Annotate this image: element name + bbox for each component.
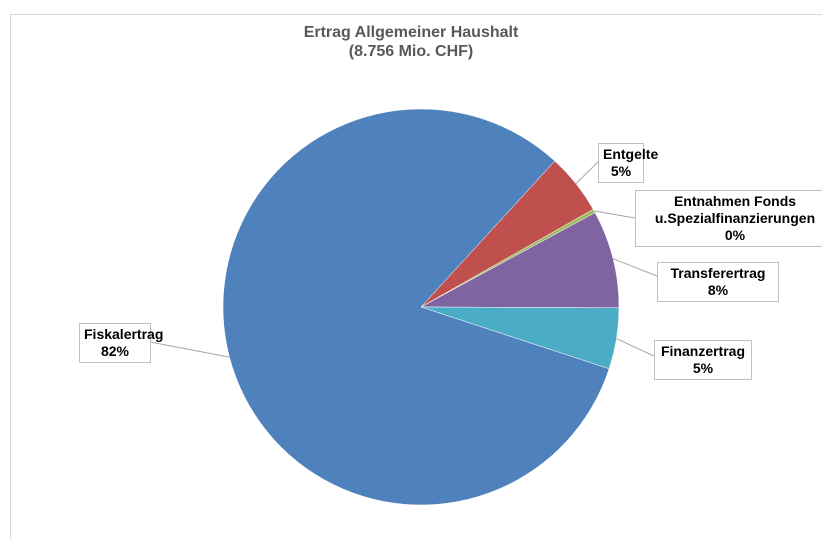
label-name: Entgelte: [603, 146, 659, 162]
data-label: Entnahmen Fonds u.Spezialfinanzierungen 0…: [635, 190, 822, 247]
data-label: Finanzertrag 5%: [654, 340, 752, 380]
label-name: Entnahmen Fonds u.Spezialfinanzierungen: [654, 193, 816, 226]
data-label: Transferertrag 8%: [657, 262, 779, 302]
leader-line: [616, 338, 655, 357]
leader-line: [575, 161, 599, 185]
chart-subtitle: (8.756 Mio. CHF): [348, 43, 474, 60]
leader-line: [612, 258, 658, 277]
leader-line: [149, 341, 230, 358]
pie-slice: [420, 212, 620, 309]
label-name: Fiskalertrag: [84, 326, 164, 342]
label-name: Finanzertrag: [660, 343, 745, 359]
data-label: Fiskalertrag 82%: [79, 323, 164, 363]
label-value: 5%: [610, 163, 632, 179]
data-label: Entgelte 5%: [598, 143, 659, 183]
label-value: 82%: [100, 343, 130, 359]
chart-frame: [10, 14, 822, 539]
label-name: Transferertrag: [670, 265, 766, 281]
leader-line: [594, 210, 636, 219]
label-value: 5%: [692, 360, 714, 376]
pie-slice: [222, 108, 610, 506]
chart-title: Ertrag Allgemeiner Haushalt: [303, 24, 519, 41]
label-value: 8%: [707, 282, 729, 298]
label-value: 0%: [724, 227, 746, 243]
